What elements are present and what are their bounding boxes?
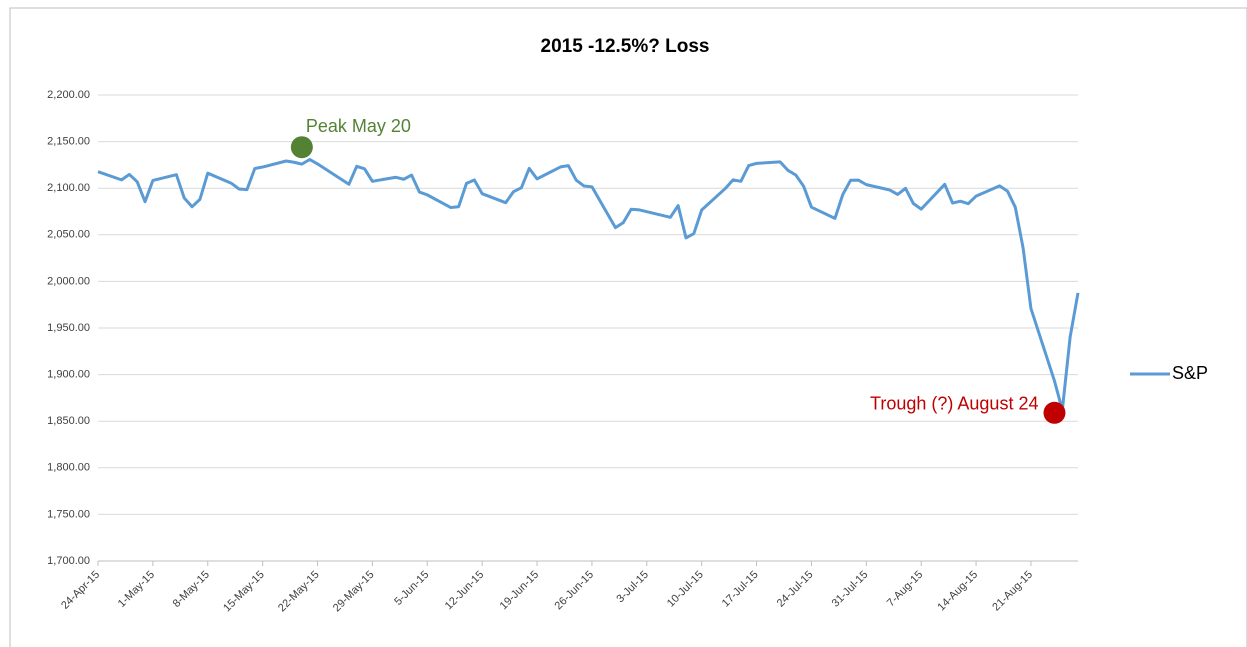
annotation-marker	[1043, 401, 1066, 424]
y-tick-label: 1,750.00	[47, 508, 90, 520]
annotation-marker	[290, 136, 313, 159]
series-line	[97, 157, 1080, 412]
y-tick-label: 2,150.00	[47, 136, 90, 148]
y-tick-label: 2,050.00	[47, 229, 90, 241]
annotation-label: Peak May 20	[306, 116, 411, 136]
y-tick-label: 1,700.00	[47, 555, 90, 567]
chart-title: 2015 -12.5%? Loss	[541, 36, 710, 57]
y-tick-label: 1,900.00	[47, 369, 90, 381]
y-tick-label: 2,200.00	[47, 89, 90, 101]
annotation-label: Trough (?) August 24	[870, 394, 1038, 414]
y-tick-label: 1,800.00	[47, 462, 90, 474]
y-tick-label: 2,100.00	[47, 182, 90, 194]
y-tick-label: 1,950.00	[47, 322, 90, 334]
legend-label: S&P	[1172, 363, 1208, 383]
y-tick-label: 2,000.00	[47, 275, 90, 287]
y-tick-label: 1,850.00	[47, 415, 90, 427]
